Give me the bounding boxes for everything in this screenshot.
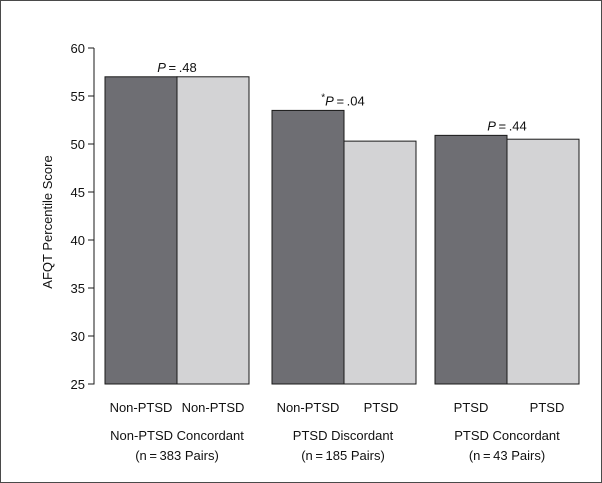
group-sublabel: (n = 185 Pairs) <box>301 448 385 463</box>
bar-g1-b1 <box>104 76 178 385</box>
y-axis: 25 30 35 40 45 50 55 60 <box>71 41 95 392</box>
group-label: Non-PTSD Concordant <box>110 428 244 443</box>
category-labels: Non-PTSD Non-PTSD Non-PTSD Concordant (n = … <box>110 400 565 463</box>
group-label: PTSD Concordant <box>454 428 560 443</box>
bar-category-label: PTSD <box>364 400 399 415</box>
y-tick-label: 45 <box>71 185 85 200</box>
group-sublabel: (n = 43 Pairs) <box>469 448 545 463</box>
bar-g1-b2 <box>176 76 250 385</box>
y-axis-title: AFQT Percentile Score <box>40 155 55 288</box>
bar-category-label: Non-PTSD <box>182 400 245 415</box>
p-value-annotation: P = .44 <box>487 118 527 133</box>
bar-category-label: Non-PTSD <box>110 400 173 415</box>
y-tick-label: 30 <box>71 329 85 344</box>
y-tick-label: 40 <box>71 233 85 248</box>
bar-category-label: Non-PTSD <box>277 400 340 415</box>
bars-layer <box>104 76 580 385</box>
bar-g2-b1 <box>271 109 345 385</box>
bar-g2-b2 <box>343 140 417 385</box>
bar-g3-b2 <box>506 138 580 385</box>
y-tick-label: 25 <box>71 377 85 392</box>
y-tick-label: 60 <box>71 41 85 56</box>
y-tick-label: 55 <box>71 89 85 104</box>
y-tick-label: 35 <box>71 281 85 296</box>
annotations: P = .48 *P = .04 P = .44 <box>157 60 527 134</box>
p-value-annotation: P = .48 <box>157 60 197 75</box>
bar-g3-b1 <box>434 134 508 385</box>
group-sublabel: (n = 383 Pairs) <box>135 448 219 463</box>
bar-category-label: PTSD <box>530 400 565 415</box>
p-value-annotation: *P = .04 <box>321 92 364 109</box>
y-tick-label: 50 <box>71 137 85 152</box>
group-label: PTSD Discordant <box>293 428 394 443</box>
bar-category-label: PTSD <box>454 400 489 415</box>
